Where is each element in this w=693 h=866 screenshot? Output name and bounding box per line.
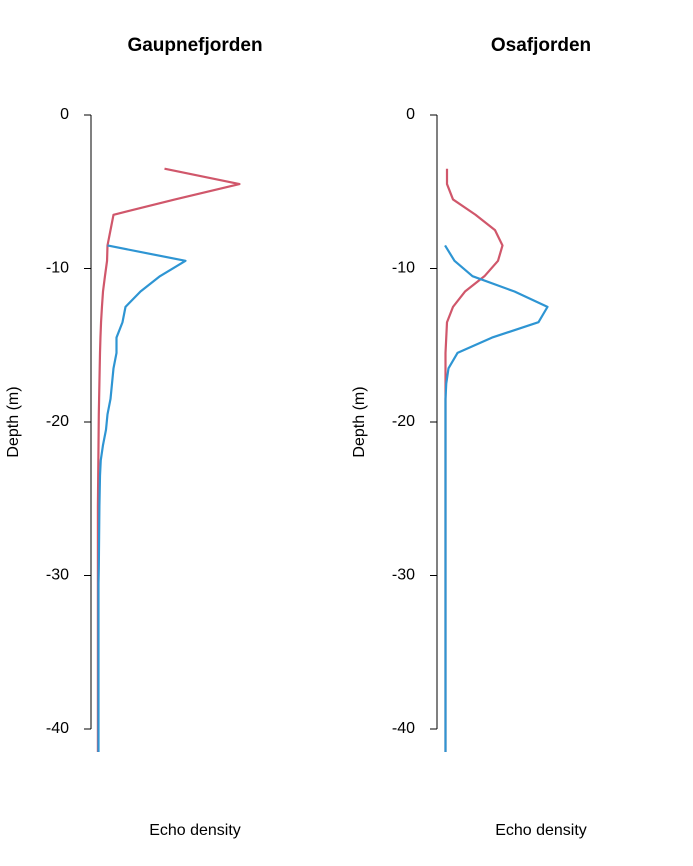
x-axis-label: Echo density: [149, 822, 241, 839]
y-tick-label: -20: [46, 413, 69, 430]
chart-title: Gaupnefjorden: [127, 35, 262, 56]
series-line: [97, 244, 187, 753]
x-axis-label: Echo density: [495, 822, 587, 839]
y-tick-label: -10: [392, 260, 415, 277]
y-tick-label: -30: [392, 567, 415, 584]
series-line: [96, 167, 241, 753]
y-axis-label: Depth (m): [351, 386, 368, 457]
y-tick-label: 0: [60, 106, 69, 123]
y-tick-label: -40: [392, 720, 415, 737]
y-tick-label: -30: [46, 567, 69, 584]
y-axis-label: Depth (m): [5, 386, 22, 457]
y-tick-label: -10: [46, 260, 69, 277]
chart-title: Osafjorden: [491, 35, 591, 56]
y-tick-label: 0: [406, 106, 415, 123]
series-line: [444, 244, 549, 753]
series-line: [444, 168, 504, 753]
y-tick-label: -20: [392, 413, 415, 430]
y-tick-label: -40: [46, 720, 69, 737]
